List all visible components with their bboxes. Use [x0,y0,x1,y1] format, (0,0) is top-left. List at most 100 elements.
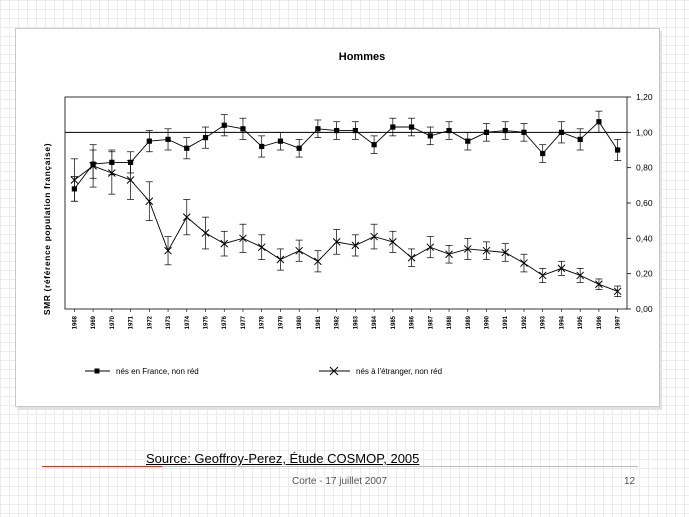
x-tick-label: 1973 [166,315,172,329]
data-point-square [615,147,621,153]
x-tick-label: 1996 [597,315,603,329]
data-point-square [502,127,508,134]
y-axis-label: SMR (référence population française) [42,143,52,315]
legend-marker-square [94,368,100,374]
data-point-square [558,129,565,135]
x-tick-label: 1979 [278,315,284,329]
data-point-square [315,126,321,132]
data-point-square [334,127,340,134]
page-number: 12 [624,476,636,487]
data-point-cross [164,246,172,255]
legend-marker-cross [329,366,339,376]
data-point-square [352,127,358,134]
y-tick-label: 0,00 [636,304,653,314]
x-tick-label: 1988 [447,315,453,329]
footer-rule-accent [42,466,162,467]
data-point-cross [426,243,435,252]
data-point-square [408,124,415,130]
x-tick-label: 1993 [541,315,547,329]
y-tick-label: 1,00 [636,127,653,137]
data-point-square [390,124,396,130]
data-point-cross [576,271,585,280]
legend-label-etranger: nés à l'étranger, non réd [356,367,442,376]
chart-legend: nés en France, non réd nés à l'étranger,… [85,366,442,376]
data-point-square [165,136,171,142]
data-point-square [146,138,152,144]
data-point-square [202,135,209,141]
source-citation: Source: Geoffroy-Perez, Étude COSMOP, 20… [146,451,420,466]
data-point-cross [276,255,285,264]
x-tick-label: 1990 [485,315,491,329]
data-point-cross [595,280,603,289]
x-tick-label: 1975 [204,315,210,329]
data-point-cross [538,271,547,280]
data-point-square [446,127,452,134]
data-point-square [596,119,602,125]
data-point-square [483,129,490,135]
data-point-cross [220,239,229,248]
x-tick-label: 1971 [129,315,135,329]
x-tick-label: 1983 [353,315,359,329]
data-point-cross [463,245,472,253]
x-tick-label: 1984 [372,315,378,329]
data-point-square [184,145,190,151]
x-tick-label: 1968 [72,315,78,329]
data-point-square [371,142,377,148]
data-point-square [521,129,527,135]
plot-area: 0,00 0,20 0,40 0,60 0,80 1,00 1,20 1968 1969 1970… [64,92,653,329]
data-point-cross [351,241,360,250]
x-tick-label: 1992 [522,315,528,329]
x-tick-label: 1977 [241,315,247,329]
data-point-cross [126,176,135,184]
x-tick-label: 1986 [410,315,416,329]
data-point-cross [613,287,622,296]
legend-label-france: nés en France, non réd [116,367,199,376]
y-tick-label: 0,40 [636,233,653,243]
data-point-cross [370,232,378,241]
x-tick-label: 1972 [147,315,153,329]
x-tick-label: 1995 [578,315,584,329]
series-line-etranger [74,165,618,292]
data-point-square [71,186,77,192]
x-tick-label: 1981 [316,315,322,329]
y-tick-label: 0,60 [636,198,653,208]
data-point-cross [520,259,528,267]
x-tick-label: 1969 [91,315,97,329]
x-tick-label: 1982 [335,315,341,329]
data-point-square [577,136,583,142]
data-point-cross [332,238,341,246]
data-point-cross [201,229,210,237]
data-point-cross [182,213,191,221]
x-tick-label: 1978 [260,315,266,329]
x-tick-label: 1987 [428,315,434,329]
x-tick-label: 1974 [185,315,191,329]
data-point-cross [445,250,453,259]
y-tick-label: 0,20 [636,269,653,279]
smr-chart: Hommes SMR (référence population françai… [42,51,653,376]
x-tick-label: 1976 [222,315,228,329]
data-point-cross [314,257,322,266]
chart-title: Hommes [339,51,385,63]
data-point-square [296,145,302,151]
y-tick-label: 1,20 [636,92,653,102]
x-tick-label: 1994 [559,315,565,329]
footer-date-location: Corte - 17 juillet 2007 [292,476,388,487]
data-point-square [127,159,134,165]
data-point-square [221,122,227,128]
data-point-cross [257,243,266,252]
y-tick-label: 0,80 [636,163,653,173]
x-tick-label: 1989 [466,315,472,329]
footer-rule [42,466,638,467]
data-point-square [90,161,96,167]
x-tick-label: 1991 [503,315,509,329]
x-tick-label: 1997 [616,315,622,329]
data-point-cross [145,197,154,206]
data-point-cross [501,248,510,257]
data-point-cross [295,246,304,255]
x-tick-label: 1980 [297,315,303,329]
data-point-cross [407,253,416,262]
data-point-cross [482,246,491,255]
series-line-france [74,121,618,190]
x-tick-label: 1970 [110,315,116,329]
data-point-square [240,126,246,132]
